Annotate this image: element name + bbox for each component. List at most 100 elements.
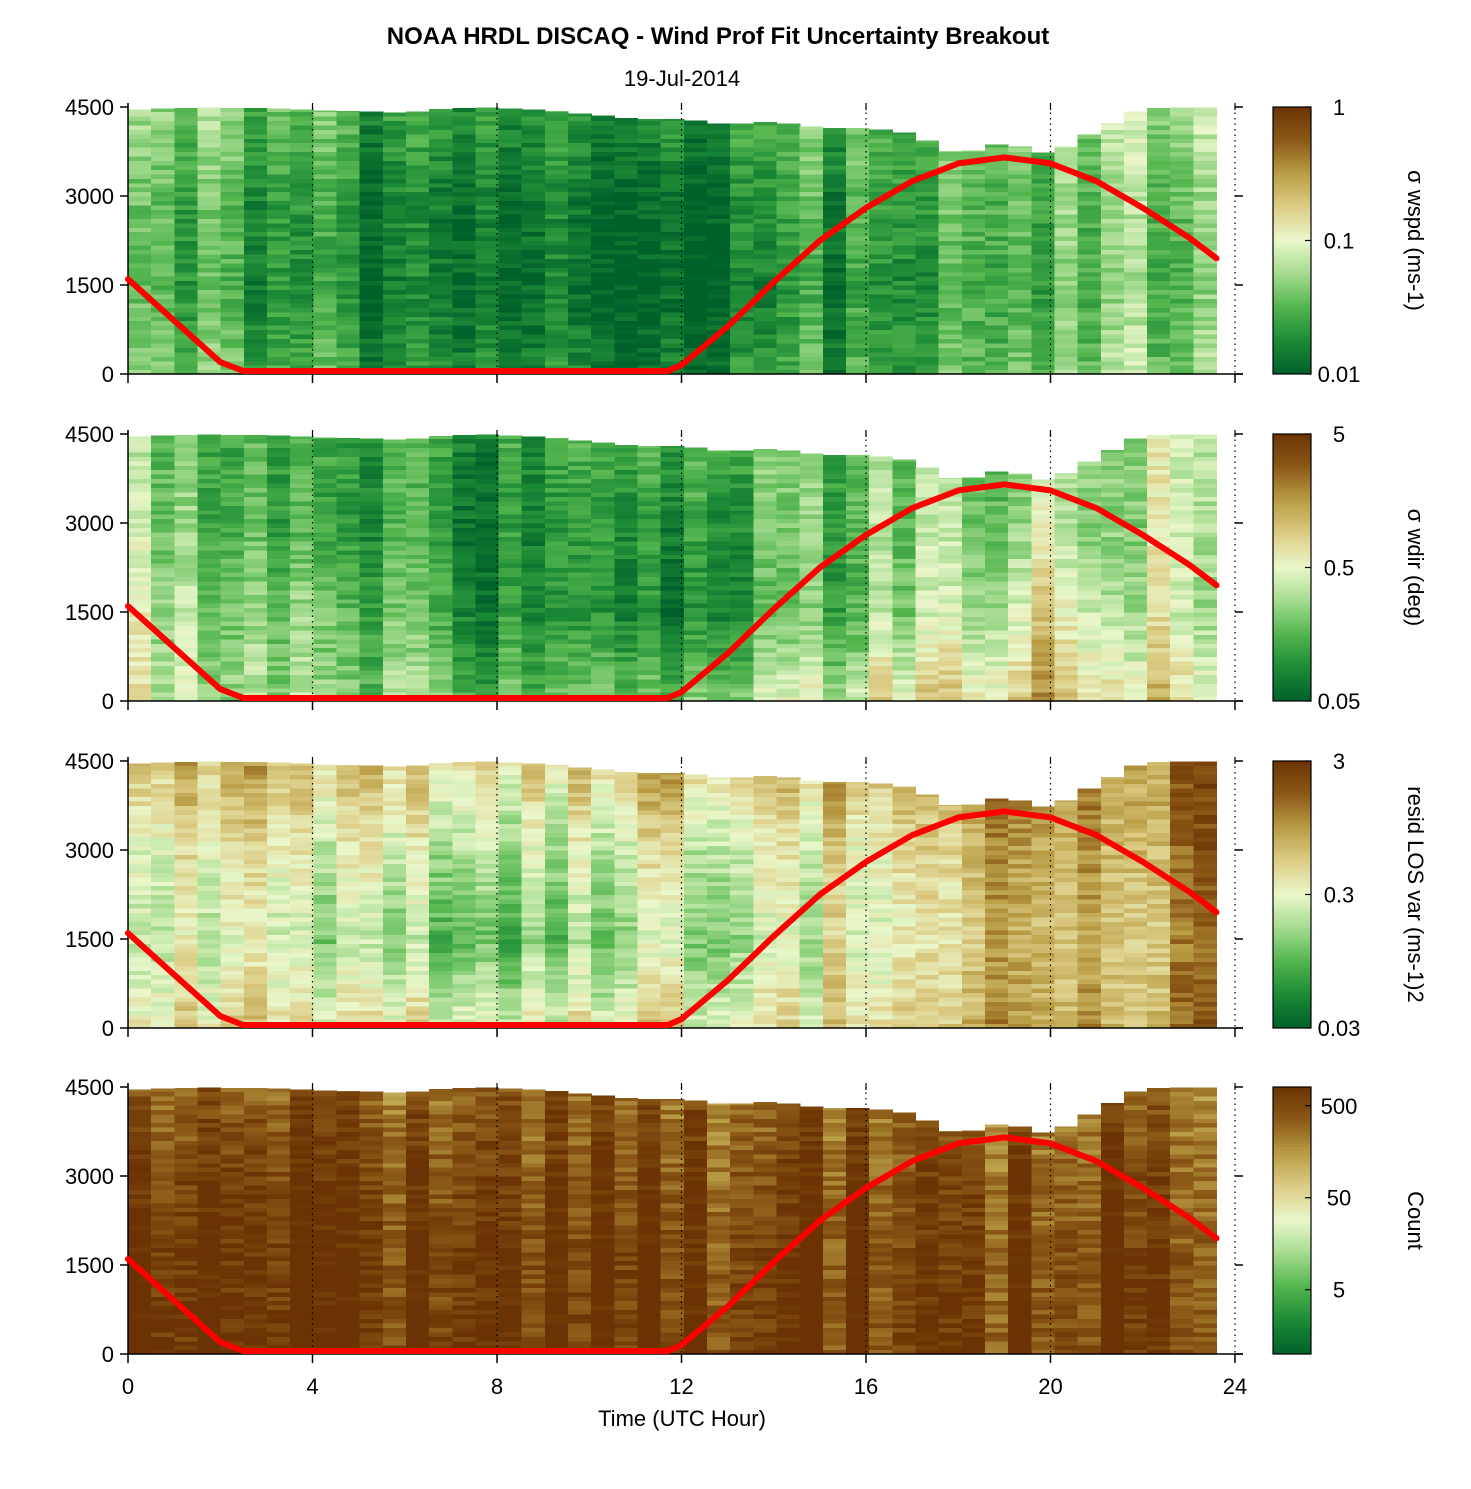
heatmap-cell xyxy=(498,576,523,582)
heatmap-cell xyxy=(568,603,592,609)
heatmap-cell xyxy=(220,298,245,304)
heatmap-cell xyxy=(220,687,245,693)
heatmap-cell xyxy=(220,347,245,353)
heatmap-cell xyxy=(336,603,361,609)
heatmap-cell xyxy=(660,191,685,197)
heatmap-cell xyxy=(313,325,338,331)
heatmap-cell xyxy=(1031,227,1056,233)
heatmap-cell xyxy=(776,678,801,684)
heatmap-cell xyxy=(869,138,893,144)
heatmap-cell xyxy=(498,687,523,693)
heatmap-cell xyxy=(266,133,291,139)
heatmap-cell xyxy=(290,227,314,233)
heatmap-cell xyxy=(892,138,917,144)
heatmap-cell xyxy=(869,652,893,658)
heatmap-cell xyxy=(452,108,477,113)
heatmap-cell xyxy=(128,293,152,299)
heatmap-cell xyxy=(799,369,824,375)
heatmap-cell xyxy=(359,196,384,202)
heatmap-cell xyxy=(869,656,893,662)
heatmap-cell xyxy=(869,262,893,268)
heatmap-cell xyxy=(869,518,893,524)
heatmap-cell xyxy=(243,523,268,529)
heatmap-cell xyxy=(845,347,870,353)
y-tick-label: 3000 xyxy=(65,184,114,209)
heatmap-cell xyxy=(336,129,361,135)
heatmap-cell xyxy=(475,142,500,148)
heatmap-cell xyxy=(521,213,546,219)
heatmap-cell xyxy=(730,164,754,170)
heatmap-cell xyxy=(429,191,453,197)
heatmap-cell xyxy=(266,240,291,246)
heatmap-cell xyxy=(938,477,963,480)
heatmap-cell xyxy=(1077,258,1102,264)
heatmap-cell xyxy=(521,563,546,569)
heatmap-cell xyxy=(197,187,222,193)
heatmap-cell xyxy=(429,549,453,555)
heatmap-cell xyxy=(128,307,152,313)
heatmap-cell xyxy=(174,333,199,339)
heatmap-cell xyxy=(822,142,847,148)
heatmap-cell xyxy=(869,222,893,228)
heatmap-cell xyxy=(266,222,291,228)
heatmap-cell xyxy=(452,500,477,506)
heatmap-cell xyxy=(128,603,152,609)
heatmap-cell xyxy=(591,603,615,609)
heatmap-cell xyxy=(660,469,685,475)
heatmap-cell xyxy=(405,133,430,139)
heatmap-cell xyxy=(452,491,477,497)
heatmap-cell xyxy=(707,293,731,299)
heatmap-cell xyxy=(544,603,569,609)
heatmap-cell xyxy=(1100,285,1125,291)
heatmap-cell xyxy=(382,138,407,144)
heatmap-cell xyxy=(730,218,754,224)
heatmap-cell xyxy=(174,115,199,121)
heatmap-cell xyxy=(498,124,523,130)
y-tick-label: 1500 xyxy=(65,273,114,298)
heatmap-cell xyxy=(845,302,870,308)
heatmap-cell xyxy=(984,276,1009,282)
heatmap-cell xyxy=(938,669,963,675)
heatmap-cell xyxy=(220,249,245,255)
heatmap-cell xyxy=(1123,369,1148,375)
heatmap-cell xyxy=(568,531,592,537)
heatmap-cell xyxy=(290,598,314,604)
heatmap-cell xyxy=(1170,342,1194,348)
heatmap-cell xyxy=(197,447,222,453)
heatmap-cell xyxy=(892,160,917,166)
heatmap-cell xyxy=(197,669,222,675)
heatmap-cell xyxy=(313,540,338,546)
heatmap-cell xyxy=(915,563,940,569)
heatmap-cell xyxy=(266,549,291,555)
heatmap-cell xyxy=(614,545,639,551)
heatmap-cell xyxy=(336,447,361,453)
heatmap-cell xyxy=(336,482,361,488)
heatmap-cell xyxy=(544,124,569,130)
heatmap-cell xyxy=(961,178,986,184)
heatmap-cell xyxy=(359,634,384,640)
heatmap-cell xyxy=(799,360,824,366)
heatmap-cell xyxy=(290,478,314,484)
heatmap-cell xyxy=(591,447,615,453)
heatmap-cell xyxy=(637,360,662,366)
heatmap-cell xyxy=(938,338,963,344)
heatmap-cell xyxy=(568,505,592,511)
heatmap-cell xyxy=(290,607,314,613)
heatmap-cell xyxy=(475,514,500,520)
heatmap-cell xyxy=(382,527,407,533)
heatmap-cell xyxy=(707,147,731,153)
heatmap-cell xyxy=(521,347,546,353)
heatmap-cell xyxy=(243,465,268,471)
heatmap-cell xyxy=(614,244,639,250)
heatmap-cell xyxy=(290,563,314,569)
heatmap-cell xyxy=(359,129,384,135)
heatmap-cell xyxy=(915,558,940,564)
heatmap-cell xyxy=(128,200,152,206)
heatmap-cell xyxy=(869,231,893,237)
heatmap-cell xyxy=(151,173,175,179)
heatmap-cell xyxy=(313,460,338,466)
heatmap-cell xyxy=(845,656,870,662)
heatmap-cell xyxy=(1054,347,1079,353)
heatmap-cell xyxy=(382,660,407,666)
heatmap-cell xyxy=(313,155,338,161)
